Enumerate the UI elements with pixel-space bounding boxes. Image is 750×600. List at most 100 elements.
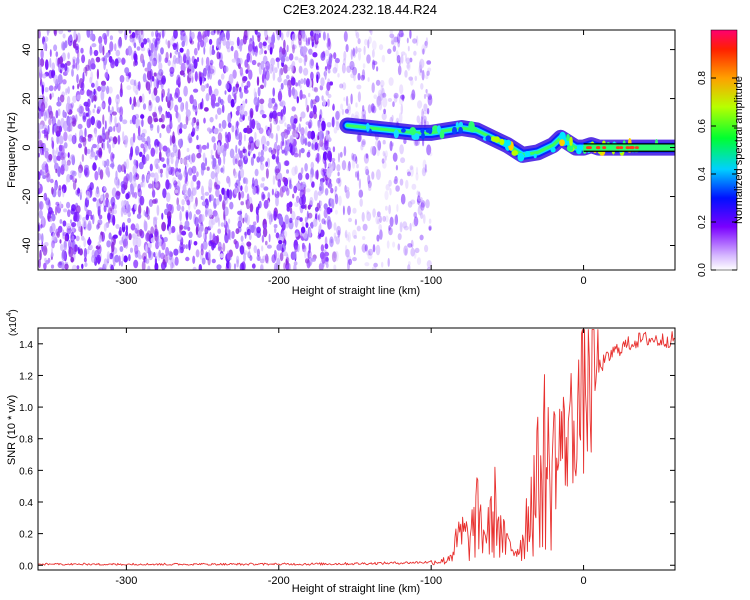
noise-speckle bbox=[153, 172, 159, 183]
noise-speckle bbox=[286, 44, 289, 53]
ridge-blob bbox=[493, 136, 500, 143]
noise-speckle bbox=[247, 242, 251, 250]
noise-speckle bbox=[426, 60, 432, 65]
noise-speckle bbox=[145, 81, 151, 91]
noise-speckle bbox=[38, 209, 43, 219]
noise-speckle bbox=[384, 150, 388, 158]
noise-speckle bbox=[425, 199, 430, 209]
noise-speckle bbox=[257, 86, 261, 97]
noise-speckle bbox=[150, 147, 156, 157]
tone-peak-dot bbox=[625, 146, 630, 150]
noise-speckle bbox=[385, 155, 387, 161]
noise-speckle bbox=[154, 251, 158, 260]
noise-speckle bbox=[188, 137, 193, 144]
noise-speckle bbox=[375, 244, 381, 256]
noise-speckle bbox=[334, 193, 339, 205]
noise-speckle bbox=[135, 118, 139, 129]
noise-speckle bbox=[378, 100, 383, 111]
noise-speckle bbox=[121, 236, 124, 244]
noise-speckle bbox=[140, 114, 145, 119]
noise-speckle bbox=[233, 239, 237, 245]
noise-speckle bbox=[275, 233, 279, 239]
noise-speckle bbox=[117, 37, 123, 49]
noise-speckle bbox=[427, 67, 432, 72]
noise-speckle bbox=[144, 258, 147, 264]
noise-speckle bbox=[148, 249, 152, 259]
noise-speckle bbox=[122, 222, 125, 228]
noise-speckle bbox=[84, 146, 87, 156]
noise-speckle bbox=[327, 93, 332, 99]
noise-speckle bbox=[307, 130, 312, 139]
noise-speckle bbox=[397, 243, 401, 251]
noise-speckle bbox=[389, 33, 395, 39]
noise-speckle bbox=[245, 177, 249, 185]
noise-speckle bbox=[131, 31, 136, 39]
noise-speckle bbox=[242, 217, 245, 224]
noise-speckle bbox=[239, 104, 245, 115]
noise-speckle bbox=[187, 167, 193, 176]
noise-speckle bbox=[305, 97, 308, 108]
noise-speckle bbox=[312, 104, 317, 115]
noise-speckle bbox=[257, 35, 261, 43]
noise-speckle bbox=[406, 37, 409, 44]
noise-speckle bbox=[108, 129, 110, 136]
noise-speckle bbox=[289, 135, 294, 144]
noise-speckle bbox=[208, 249, 211, 260]
noise-speckle bbox=[224, 188, 227, 198]
noise-speckle bbox=[310, 71, 314, 81]
noise-speckle bbox=[352, 47, 356, 57]
x-tick-label: -300 bbox=[115, 575, 137, 587]
noise-speckle bbox=[327, 134, 331, 140]
noise-speckle bbox=[270, 132, 274, 139]
noise-speckle bbox=[231, 125, 235, 133]
noise-speckle bbox=[407, 264, 411, 270]
noise-speckle bbox=[423, 94, 427, 99]
noise-speckle bbox=[233, 187, 238, 195]
noise-speckle bbox=[327, 98, 330, 107]
noise-speckle bbox=[114, 254, 120, 263]
noise-speckle bbox=[277, 252, 280, 263]
noise-speckle bbox=[310, 221, 314, 229]
noise-speckle bbox=[76, 56, 80, 65]
noise-speckle bbox=[356, 225, 361, 232]
noise-speckle bbox=[259, 258, 265, 264]
noise-speckle bbox=[353, 72, 356, 82]
noise-speckle bbox=[139, 228, 143, 236]
noise-speckle bbox=[375, 169, 381, 181]
noise-speckle bbox=[252, 153, 256, 159]
noise-speckle bbox=[309, 30, 314, 37]
noise-speckle bbox=[288, 87, 292, 98]
noise-speckle bbox=[361, 211, 365, 222]
noise-speckle bbox=[371, 82, 375, 93]
noise-speckle bbox=[424, 244, 429, 253]
noise-speckle bbox=[301, 222, 305, 227]
noise-speckle bbox=[352, 207, 357, 214]
noise-speckle bbox=[63, 208, 68, 213]
noise-speckle bbox=[348, 217, 352, 223]
noise-speckle bbox=[237, 220, 243, 229]
tone-peak-dot bbox=[619, 146, 624, 150]
noise-speckle bbox=[48, 199, 51, 209]
noise-speckle bbox=[335, 110, 340, 121]
noise-speckle bbox=[183, 193, 187, 200]
noise-speckle bbox=[421, 44, 426, 55]
noise-speckle bbox=[181, 205, 185, 212]
noise-speckle bbox=[248, 250, 251, 258]
noise-speckle bbox=[426, 70, 430, 76]
noise-speckle bbox=[284, 122, 287, 127]
noise-speckle bbox=[104, 120, 107, 130]
noise-speckle bbox=[136, 99, 141, 108]
noise-speckle bbox=[119, 75, 125, 83]
noise-speckle bbox=[323, 208, 328, 219]
noise-speckle bbox=[142, 252, 147, 261]
noise-speckle bbox=[86, 148, 91, 155]
noise-speckle bbox=[158, 54, 162, 63]
noise-speckle bbox=[258, 41, 263, 49]
noise-speckle bbox=[263, 199, 269, 209]
noise-speckle bbox=[167, 215, 172, 227]
noise-speckle bbox=[38, 184, 41, 189]
noise-speckle bbox=[316, 74, 319, 84]
noise-speckle bbox=[357, 170, 360, 181]
noise-speckle bbox=[60, 63, 65, 69]
noise-speckle bbox=[287, 66, 291, 72]
